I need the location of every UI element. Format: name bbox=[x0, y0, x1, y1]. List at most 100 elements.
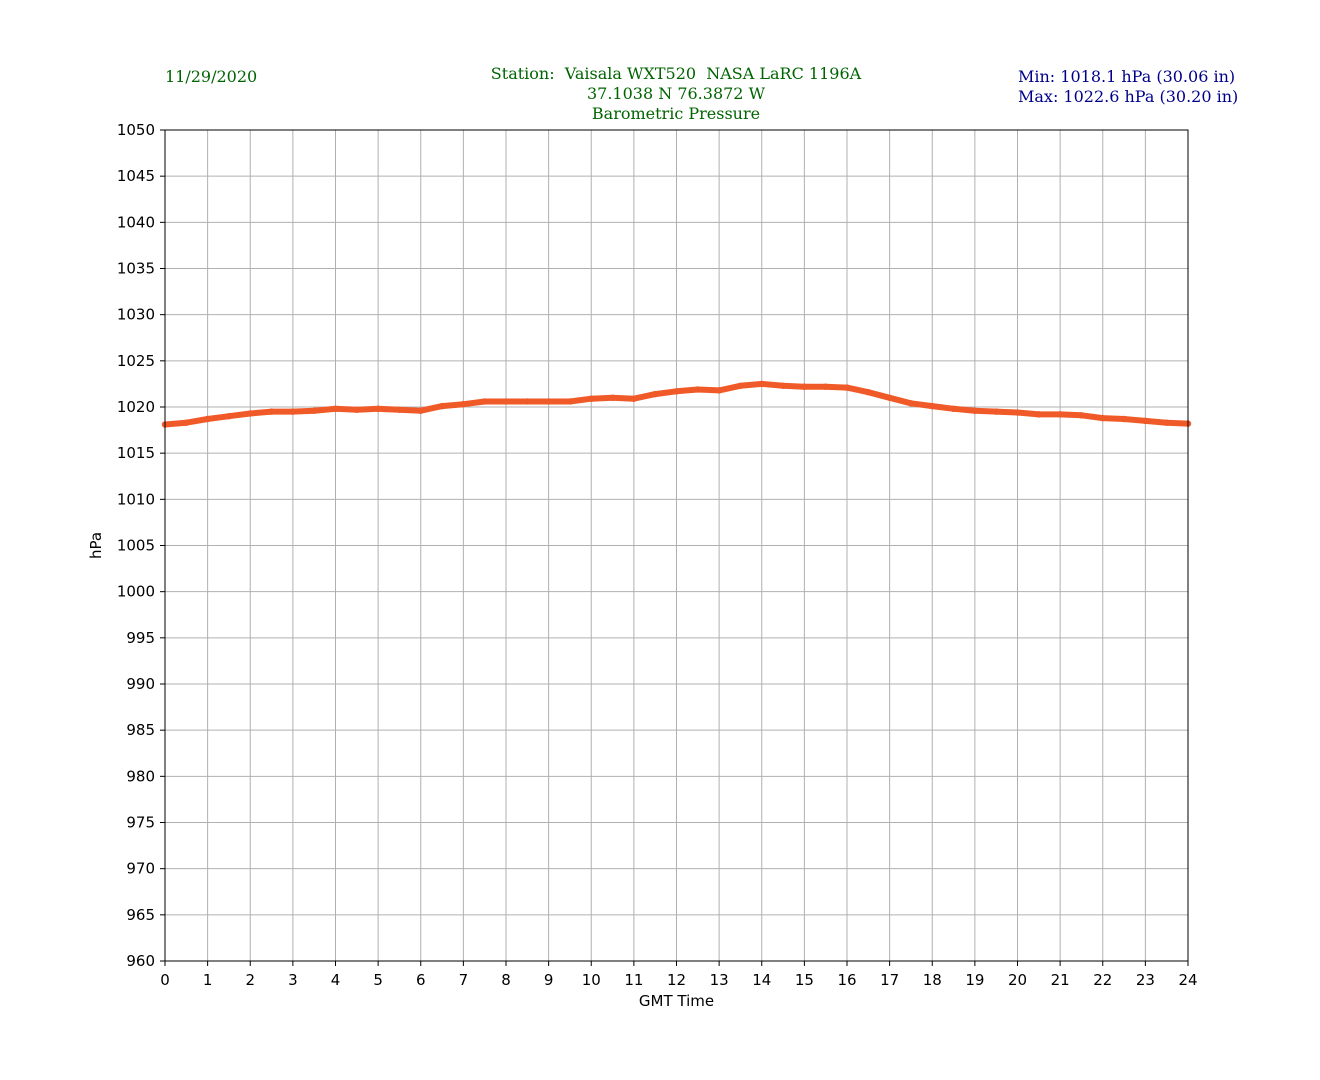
y-tick-label: 1045 bbox=[117, 167, 155, 185]
pressure-data-point bbox=[481, 398, 488, 405]
pressure-data-point bbox=[396, 406, 403, 413]
y-tick-label: 1030 bbox=[117, 306, 155, 324]
x-tick-label: 8 bbox=[501, 971, 511, 989]
min-max-block: Min: 1018.1 hPa (30.06 in) Max: 1022.6 h… bbox=[1018, 67, 1238, 107]
x-tick-label: 4 bbox=[331, 971, 341, 989]
pressure-data-point bbox=[907, 400, 915, 407]
pressure-data-point bbox=[1099, 414, 1106, 422]
y-tick-label: 1000 bbox=[117, 583, 155, 601]
x-tick-label: 24 bbox=[1178, 971, 1197, 989]
x-tick-label: 18 bbox=[923, 971, 942, 989]
pressure-data-point bbox=[886, 394, 893, 401]
x-tick-label: 1 bbox=[203, 971, 213, 989]
x-tick-label: 3 bbox=[288, 971, 298, 989]
x-tick-label: 14 bbox=[752, 971, 771, 989]
chart-title: Barometric Pressure bbox=[591, 104, 761, 123]
y-tick-label: 985 bbox=[126, 721, 155, 739]
pressure-data-point bbox=[779, 382, 787, 389]
y-tick-label: 1010 bbox=[117, 490, 155, 508]
pressure-data-point bbox=[801, 383, 808, 390]
y-tick-label: 1025 bbox=[117, 352, 155, 370]
x-tick-label: 7 bbox=[459, 971, 469, 989]
pressure-data-point bbox=[588, 395, 595, 402]
x-tick-label: 11 bbox=[624, 971, 643, 989]
x-tick-label: 15 bbox=[795, 971, 814, 989]
pressure-data-point bbox=[438, 402, 446, 410]
pressure-data-point bbox=[843, 384, 851, 391]
y-tick-label: 1005 bbox=[117, 537, 155, 555]
pressure-data-point bbox=[609, 394, 616, 401]
pressure-data-point bbox=[865, 389, 872, 396]
x-axis-label: GMT Time bbox=[639, 992, 714, 1010]
x-axis-ticks: 0 1 2 3 4 5 6 7 8 9 10 11 12 13 14 15 16 17 18 19 20 21 22 23 24 bbox=[160, 961, 1198, 989]
pressure-data-point bbox=[417, 407, 424, 414]
x-tick-label: 5 bbox=[373, 971, 383, 989]
pressure-data-point bbox=[1120, 415, 1128, 423]
y-tick-label: 1050 bbox=[117, 121, 155, 139]
y-tick-label: 1015 bbox=[117, 444, 155, 462]
x-tick-label: 2 bbox=[245, 971, 255, 989]
pressure-data-point bbox=[1035, 411, 1043, 418]
max-label: Max: 1022.6 hPa (30.20 in) bbox=[1018, 87, 1239, 106]
y-tick-label: 960 bbox=[126, 952, 155, 970]
pressure-data-point bbox=[822, 383, 829, 390]
pressure-data-point bbox=[929, 402, 936, 410]
pressure-data-point bbox=[374, 405, 382, 413]
pressure-data-point bbox=[715, 387, 723, 394]
date-label: 11/29/2020 bbox=[165, 67, 258, 86]
y-tick-label: 990 bbox=[126, 675, 155, 693]
pressure-data-point bbox=[992, 408, 1000, 415]
pressure-data-point bbox=[566, 398, 574, 405]
pressure-data-point bbox=[1014, 409, 1021, 416]
coordinates-label: 37.1038 N 76.3872 W bbox=[586, 84, 766, 103]
y-tick-label: 980 bbox=[126, 767, 155, 785]
pressure-data-point bbox=[247, 410, 254, 417]
x-tick-label: 0 bbox=[160, 971, 170, 989]
pressure-data-point bbox=[737, 382, 744, 389]
pressure-data-point bbox=[353, 406, 361, 413]
pressure-data-point bbox=[310, 407, 318, 414]
x-tick-label: 10 bbox=[582, 971, 601, 989]
x-tick-label: 19 bbox=[965, 971, 984, 989]
min-label: Min: 1018.1 hPa (30.06 in) bbox=[1018, 67, 1236, 86]
pressure-data-point bbox=[524, 398, 531, 405]
y-tick-label: 995 bbox=[126, 629, 155, 647]
pressure-data-point bbox=[289, 408, 297, 415]
x-tick-label: 21 bbox=[1051, 971, 1070, 989]
pressure-data-point bbox=[502, 398, 510, 405]
y-tick-label: 970 bbox=[126, 860, 155, 878]
pressure-data-point bbox=[545, 398, 552, 405]
pressure-data-point bbox=[332, 405, 339, 413]
pressure-data-point bbox=[971, 407, 979, 414]
y-tick-label: 1035 bbox=[117, 260, 155, 278]
pressure-data-point bbox=[950, 405, 957, 413]
pressure-data-point bbox=[1078, 412, 1085, 419]
y-tick-label: 975 bbox=[126, 814, 155, 832]
pressure-data-point bbox=[694, 386, 702, 393]
x-tick-label: 6 bbox=[416, 971, 426, 989]
x-tick-label: 9 bbox=[544, 971, 554, 989]
pressure-data-point bbox=[630, 395, 638, 402]
x-tick-label: 17 bbox=[880, 971, 899, 989]
station-label: Station: Vaisala WXT520 NASA LaRC 1196A bbox=[490, 64, 862, 83]
x-tick-label: 12 bbox=[667, 971, 686, 989]
grid-lines bbox=[164, 129, 1189, 962]
x-tick-label: 22 bbox=[1093, 971, 1112, 989]
pressure-data-point bbox=[673, 388, 680, 395]
title-block: Station: Vaisala WXT520 NASA LaRC 1196A … bbox=[476, 64, 876, 124]
pressure-data-point bbox=[183, 419, 190, 426]
x-tick-label: 23 bbox=[1136, 971, 1155, 989]
x-tick-label: 20 bbox=[1008, 971, 1027, 989]
x-tick-label: 16 bbox=[837, 971, 856, 989]
series-group bbox=[161, 380, 1192, 428]
pressure-data-point bbox=[1056, 411, 1064, 418]
pressure-data-point bbox=[225, 413, 233, 420]
pressure-data-point bbox=[268, 408, 275, 415]
y-axis-label: hPa bbox=[87, 532, 105, 559]
pressure-data-point bbox=[204, 415, 211, 423]
y-tick-label: 965 bbox=[126, 906, 155, 924]
pressure-data-point bbox=[1163, 419, 1170, 426]
pressure-data-point bbox=[460, 401, 467, 408]
x-tick-label: 13 bbox=[710, 971, 729, 989]
